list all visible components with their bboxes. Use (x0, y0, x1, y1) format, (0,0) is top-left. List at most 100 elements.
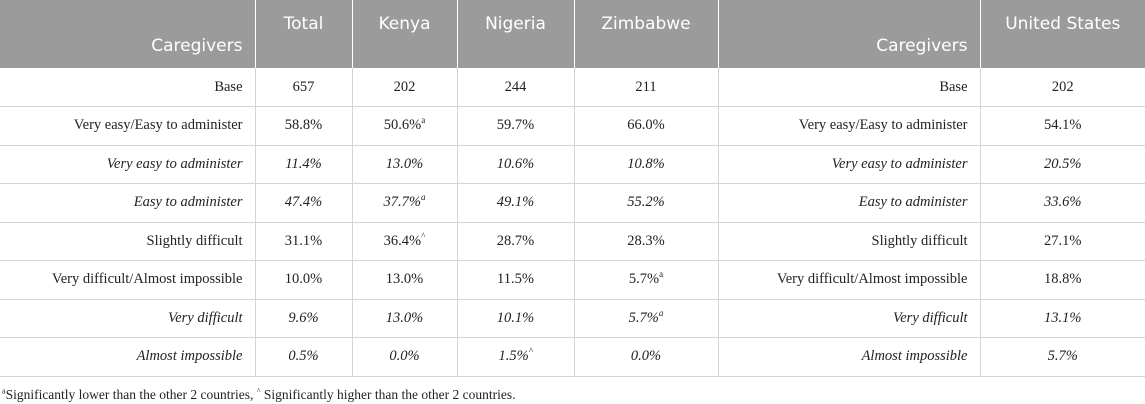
cell-united-states: 5.7% (980, 337, 1145, 377)
cell-united-states: 20.5% (980, 145, 1145, 184)
header-united-states: United States (980, 0, 1145, 68)
cell-value: 49.1% (496, 194, 535, 211)
cell-zimbabwe: 55.2% (574, 183, 719, 223)
header-caregivers-left: Caregivers (0, 0, 256, 68)
cell-total: 0.5% (255, 337, 353, 377)
footnote-mark-higher: ^ (256, 386, 261, 396)
cell-value: 211 (635, 78, 657, 95)
footnote-text-lower: Significantly lower than the other 2 cou… (5, 387, 257, 402)
significance-mark: ^ (528, 346, 533, 357)
cell-united-states: 54.1% (980, 106, 1145, 146)
cell-value: 28.3% (627, 232, 665, 249)
cell-united-states: 18.8% (980, 260, 1145, 300)
header-caregivers-right: Caregivers (718, 0, 981, 68)
cell-value: 11.5% (497, 271, 534, 288)
cell-value: 657 (292, 78, 315, 95)
significance-mark: a (659, 269, 664, 280)
cell-zimbabwe: 28.3% (574, 222, 719, 261)
row-label: Slightly difficult (0, 222, 256, 261)
header-nigeria: Nigeria (457, 0, 575, 68)
row-label: Base (0, 68, 256, 107)
cell-value: 0.0% (389, 348, 420, 365)
cell-value: 28.7% (496, 232, 535, 249)
cell-value: 5.7% (628, 271, 660, 288)
significance-mark: a (658, 307, 664, 318)
cell-nigeria: 28.7% (457, 222, 575, 261)
cell-zimbabwe: 5.7%a (574, 260, 719, 300)
row-label-us: Very easy/Easy to administer (718, 106, 981, 146)
cell-united-states: 13.1% (980, 299, 1145, 338)
row-label: Very easy/Easy to administer (0, 106, 256, 146)
row-label: Very easy to administer (0, 145, 256, 184)
cell-kenya: 202 (352, 68, 458, 107)
cell-value: 18.8% (1044, 271, 1082, 288)
significance-mark: a (420, 192, 426, 203)
cell-nigeria: 49.1% (457, 183, 575, 223)
cell-united-states: 27.1% (980, 222, 1145, 261)
cell-value: 13.0% (385, 155, 424, 172)
row-label: Easy to administer (0, 183, 256, 223)
cell-united-states: 202 (980, 68, 1145, 107)
cell-value: 33.6% (1044, 194, 1082, 211)
table-row: Very difficult/Almost impossible 10.0% 13.… (0, 260, 1145, 300)
header-total: Total (255, 0, 353, 68)
cell-value: 10.6% (496, 155, 535, 172)
cell-value: 37.7% (383, 194, 421, 211)
cell-value: 202 (1051, 78, 1074, 95)
row-label-us: Base (718, 68, 981, 107)
cell-zimbabwe: 5.7%a (574, 299, 719, 338)
significance-mark: a (421, 115, 426, 126)
cell-nigeria: 59.7% (457, 106, 575, 146)
cell-nigeria: 11.5% (457, 260, 575, 300)
cell-value: 58.8% (284, 117, 323, 134)
cell-value: 66.0% (627, 117, 665, 134)
cell-value: 31.1% (284, 232, 323, 249)
cell-total: 58.8% (255, 106, 353, 146)
table-row: Easy to administer 47.4% 37.7%a 49.1% 55.2% E… (0, 183, 1145, 223)
cell-value: 13.1% (1044, 309, 1082, 326)
cell-kenya: 0.0% (352, 337, 458, 377)
cell-nigeria: 244 (457, 68, 575, 107)
cell-zimbabwe: 10.8% (574, 145, 719, 184)
cell-nigeria: 10.6% (457, 145, 575, 184)
cell-value: 10.8% (627, 155, 665, 172)
table-row: Very easy/Easy to administer 58.8% 50.6%a 5… (0, 106, 1145, 146)
cell-zimbabwe: 0.0% (574, 337, 719, 377)
footnote: aSignificantly lower than the other 2 co… (2, 387, 515, 403)
cell-value: 47.4% (284, 194, 323, 211)
cell-value: 36.4% (383, 232, 422, 249)
cell-zimbabwe: 66.0% (574, 106, 719, 146)
footnote-mark-lower: a (2, 386, 6, 396)
cell-value: 9.6% (288, 309, 319, 326)
cell-value: 0.0% (630, 348, 662, 365)
significance-mark: ^ (421, 230, 426, 241)
header-row: Caregivers Total Kenya Nigeria Zimbabwe … (0, 0, 1145, 68)
table-row: Very easy to administer 11.4% 13.0% 10.6% 10… (0, 145, 1145, 184)
footnote-text-higher: Significantly higher than the other 2 co… (260, 387, 516, 402)
cell-value: 202 (393, 78, 416, 95)
cell-total: 9.6% (255, 299, 353, 338)
cell-value: 11.4% (285, 155, 322, 172)
cell-value: 5.7% (1047, 348, 1078, 365)
cell-value: 10.1% (496, 309, 535, 326)
header-kenya: Kenya (352, 0, 458, 68)
row-label-us: Very difficult/Almost impossible (718, 260, 981, 300)
cell-value: 10.0% (284, 271, 323, 288)
cell-value: 1.5% (498, 348, 529, 365)
row-label-us: Easy to administer (718, 183, 981, 223)
cell-value: 244 (504, 78, 527, 95)
cell-kenya: 13.0% (352, 299, 458, 338)
table-row: Base 657 202 244 211 Base 202 (0, 68, 1145, 107)
cell-value: 0.5% (288, 348, 319, 365)
cell-value: 50.6% (383, 117, 422, 134)
caregivers-table: Caregivers Total Kenya Nigeria Zimbabwe … (0, 0, 1145, 377)
row-label-us: Very easy to administer (718, 145, 981, 184)
table-row: Almost impossible 0.5% 0.0% 1.5%^ 0.0% Almost… (0, 337, 1145, 377)
cell-value: 20.5% (1044, 155, 1082, 172)
cell-kenya: 37.7%a (352, 183, 458, 223)
cell-united-states: 33.6% (980, 183, 1145, 223)
cell-total: 47.4% (255, 183, 353, 223)
header-zimbabwe: Zimbabwe (574, 0, 719, 68)
cell-total: 657 (255, 68, 353, 107)
